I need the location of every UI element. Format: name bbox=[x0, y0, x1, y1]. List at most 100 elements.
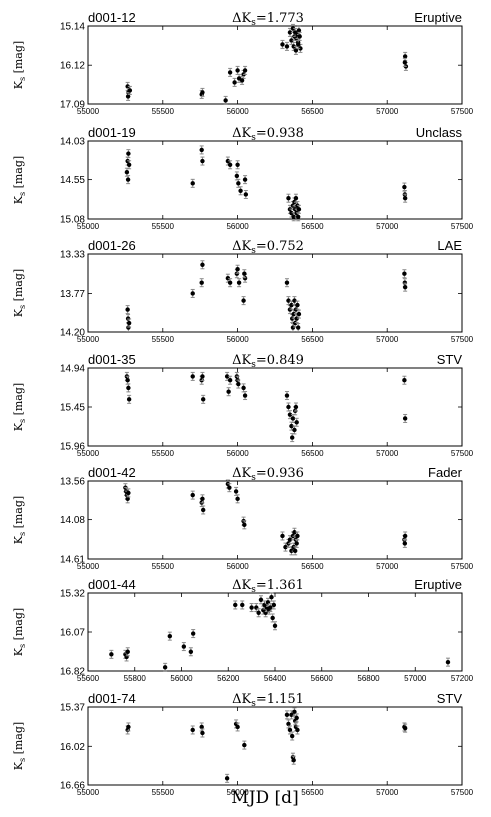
data-point bbox=[290, 733, 295, 739]
data-point bbox=[286, 196, 291, 201]
x-tick-label: 56800 bbox=[357, 674, 380, 683]
y-tick-label: 15.45 bbox=[60, 403, 85, 414]
panel-d001-19: d001-19 Unclass ΔKs=0.938 Ks [mag] 14.03 14.5… bbox=[12, 125, 474, 231]
data-point bbox=[295, 727, 300, 733]
y-tick-label: 16.07 bbox=[60, 628, 85, 639]
data-point bbox=[126, 397, 132, 402]
y-tick-label: 15.32 bbox=[60, 589, 85, 600]
x-tick-label: 56000 bbox=[226, 335, 249, 344]
data-point bbox=[199, 147, 204, 153]
data-point bbox=[238, 188, 243, 193]
x-tick-label: 57000 bbox=[376, 107, 399, 116]
data-point bbox=[287, 537, 293, 542]
data-point bbox=[287, 412, 293, 417]
data-point bbox=[239, 78, 245, 83]
data-point bbox=[162, 665, 168, 670]
data-point bbox=[296, 207, 302, 212]
data-point bbox=[287, 727, 293, 733]
x-tick-label: 57200 bbox=[451, 674, 474, 683]
x-tick-label: 57500 bbox=[451, 449, 474, 458]
data-point bbox=[402, 378, 407, 383]
data-point bbox=[291, 44, 296, 49]
data-point bbox=[289, 210, 294, 216]
data-point bbox=[233, 489, 239, 494]
panel-class: Fader bbox=[428, 465, 463, 480]
data-point bbox=[200, 730, 205, 736]
data-point bbox=[295, 42, 301, 47]
data-point bbox=[298, 46, 303, 51]
data-point bbox=[294, 541, 299, 546]
data-point bbox=[125, 378, 130, 383]
panel-d001-26: d001-26 LAE ΔKs=0.752 Ks [mag] 13.33 13.77 14.… bbox=[12, 238, 474, 344]
data-point bbox=[286, 298, 291, 303]
x-tick-label: 56500 bbox=[301, 335, 324, 344]
x-tick-label: 56600 bbox=[311, 674, 334, 683]
panel-d001-74: d001-74 STV ΔKs=1.151 Ks [mag] 15.37 16.02 16.… bbox=[12, 691, 474, 797]
data-point bbox=[290, 435, 295, 440]
y-tick-label: 16.12 bbox=[60, 61, 85, 72]
data-point bbox=[289, 423, 294, 429]
x-tick-label: 57500 bbox=[451, 788, 474, 797]
data-point bbox=[188, 649, 194, 654]
data-point bbox=[292, 530, 297, 535]
data-point bbox=[290, 325, 296, 330]
data-point bbox=[402, 284, 408, 290]
data-point bbox=[290, 416, 296, 421]
x-tick-label: 55800 bbox=[124, 674, 147, 683]
data-point bbox=[291, 214, 296, 219]
data-point bbox=[236, 181, 241, 186]
panel-class: Unclass bbox=[416, 125, 463, 140]
x-tick-label: 57000 bbox=[376, 562, 399, 571]
data-point bbox=[280, 533, 285, 539]
x-axis-label: MJD [d] bbox=[231, 788, 298, 808]
data-point bbox=[234, 173, 240, 179]
data-point bbox=[242, 271, 247, 276]
y-tick-label: 15.08 bbox=[60, 215, 85, 226]
x-tick-label: 57500 bbox=[451, 222, 474, 231]
panel-class: Eruptive bbox=[414, 577, 462, 592]
data-point bbox=[235, 267, 240, 272]
data-point bbox=[190, 727, 195, 733]
data-point bbox=[402, 184, 407, 190]
data-point bbox=[287, 30, 293, 35]
x-tick-label: 56000 bbox=[226, 788, 249, 797]
y-tick-label: 14.03 bbox=[60, 137, 85, 148]
panel-d001-12: d001-12 Eruptive ΔKs=1.773 Ks [mag] 15.14 16.… bbox=[12, 10, 474, 116]
y-axis-label: Ks [mag] bbox=[12, 722, 27, 770]
data-point bbox=[292, 298, 297, 303]
x-tick-label: 56500 bbox=[301, 562, 324, 571]
data-point bbox=[126, 162, 132, 167]
data-point bbox=[284, 44, 290, 49]
panel-delta-ks: ΔKs=1.773 bbox=[232, 11, 304, 28]
data-point bbox=[125, 649, 130, 654]
y-tick-label: 14.20 bbox=[60, 328, 85, 339]
panel-id: d001-35 bbox=[88, 352, 136, 367]
data-point bbox=[258, 597, 264, 602]
data-point bbox=[190, 631, 196, 636]
x-tick-label: 56000 bbox=[226, 222, 249, 231]
data-point bbox=[296, 311, 302, 317]
data-point bbox=[223, 98, 228, 103]
y-axis-label: Ks [mag] bbox=[12, 383, 27, 431]
x-tick-label: 56400 bbox=[264, 674, 287, 683]
data-point bbox=[235, 724, 240, 730]
data-point bbox=[292, 709, 297, 715]
x-tick-label: 55000 bbox=[77, 449, 100, 458]
data-point bbox=[126, 724, 131, 730]
data-point bbox=[243, 192, 249, 197]
data-point bbox=[126, 490, 131, 496]
data-point bbox=[200, 374, 205, 379]
data-point bbox=[296, 28, 302, 33]
data-point bbox=[242, 522, 247, 528]
x-tick-label: 56000 bbox=[226, 107, 249, 116]
y-tick-label: 14.08 bbox=[60, 515, 85, 526]
panel-frame bbox=[87, 140, 463, 220]
data-point bbox=[294, 420, 299, 425]
data-point bbox=[272, 623, 278, 628]
data-point bbox=[109, 652, 114, 657]
data-point bbox=[256, 610, 261, 615]
data-point bbox=[200, 397, 206, 402]
y-axis-label: Ks [mag] bbox=[12, 156, 27, 204]
data-point bbox=[294, 316, 299, 321]
data-point bbox=[227, 485, 232, 490]
